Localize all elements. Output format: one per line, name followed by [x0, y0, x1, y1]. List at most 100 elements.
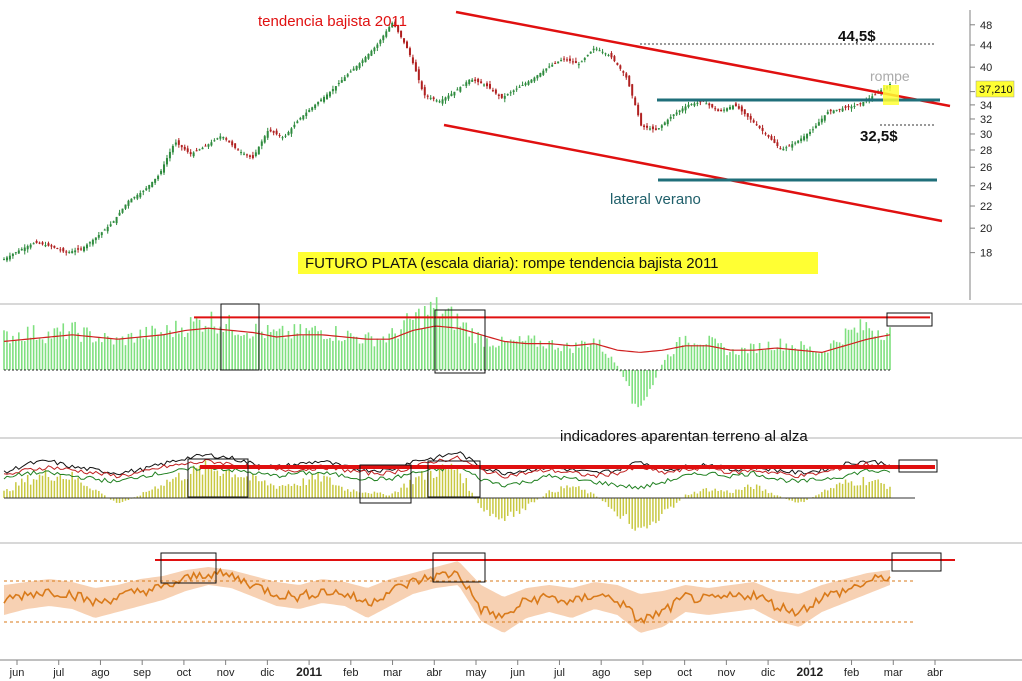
candle-body: [779, 148, 782, 150]
candle-body: [480, 81, 483, 84]
candle-body: [391, 22, 394, 28]
candle-body: [746, 113, 749, 117]
candle-body: [616, 62, 619, 65]
candle-body: [222, 137, 225, 139]
candle-body: [847, 105, 850, 108]
candle-body: [731, 105, 734, 110]
candle-body: [503, 96, 506, 99]
candle-body: [607, 54, 610, 56]
candle-body: [566, 59, 569, 61]
candle-body: [74, 250, 77, 253]
candle-body: [358, 63, 361, 68]
candle-body: [767, 135, 770, 137]
candle-body: [266, 131, 269, 138]
candle-body: [251, 155, 254, 159]
candle-body: [17, 250, 20, 254]
y-tick-label: 18: [980, 248, 992, 260]
candle-body: [216, 138, 219, 140]
candle-body: [568, 58, 571, 61]
candle-body: [811, 129, 814, 131]
candle-body: [343, 77, 346, 81]
candle-body: [672, 114, 675, 117]
candle-body: [160, 170, 163, 174]
candle-body: [408, 48, 411, 56]
candle-body: [325, 94, 328, 100]
candle-body: [491, 90, 494, 92]
y-tick-label: 48: [980, 20, 992, 32]
candle-body: [829, 109, 832, 112]
candle-body: [749, 115, 752, 120]
candle-body: [660, 125, 663, 128]
y-tick-label: 30: [980, 129, 992, 141]
candle-body: [180, 145, 183, 148]
oscillator-panel: [3, 451, 938, 531]
x-tick-label: abr: [927, 667, 943, 679]
highlight-box: [432, 552, 486, 583]
candle-body: [59, 249, 62, 251]
candle-body: [465, 82, 468, 86]
candle-body: [743, 109, 746, 115]
candle-body: [441, 99, 444, 104]
candle-body: [637, 104, 640, 116]
candle-body: [411, 57, 414, 64]
candle-body: [50, 245, 53, 247]
candle-body: [254, 152, 257, 156]
candle-body: [14, 252, 17, 254]
candle-body: [699, 100, 702, 103]
candle-body: [794, 142, 797, 144]
candle-body: [331, 89, 334, 92]
candle-body: [598, 50, 601, 52]
candle-body: [548, 66, 551, 68]
candle-body: [705, 103, 708, 105]
candle-body: [474, 79, 477, 81]
y-tick-label: 22: [980, 201, 992, 213]
candle-body: [240, 152, 243, 154]
candle-body: [328, 92, 331, 97]
candle-body: [494, 89, 497, 94]
y-tick-label: 40: [980, 62, 992, 74]
candle-body: [429, 97, 432, 99]
candle-body: [551, 64, 554, 67]
candle-body: [681, 108, 684, 112]
title-box: [298, 252, 818, 274]
x-tick-label: jun: [9, 667, 25, 679]
candle-body: [435, 100, 438, 102]
candle-body: [456, 89, 459, 91]
candle-body: [382, 35, 385, 41]
candle-body: [80, 248, 83, 250]
rs-line: [3, 567, 891, 625]
candle-body: [163, 164, 166, 173]
highlight-box: [898, 459, 938, 473]
last-price-box: [975, 80, 1015, 98]
candle-body: [245, 154, 248, 156]
candle-body: [675, 112, 678, 115]
candle-body: [500, 93, 503, 98]
candle-body: [453, 91, 456, 96]
candle-body: [740, 106, 743, 112]
candle-body: [284, 135, 287, 137]
candle-body: [471, 79, 474, 82]
candle-body: [622, 71, 625, 73]
candle-body: [272, 130, 275, 133]
candle-body: [726, 108, 729, 111]
candle-body: [577, 64, 580, 66]
candle-body: [62, 248, 65, 252]
candle-body: [20, 248, 23, 251]
candle-body: [711, 104, 714, 108]
candle-body: [71, 251, 74, 254]
candle-body: [773, 139, 776, 143]
relative-strength-panel: [3, 552, 955, 633]
candle-body: [776, 142, 779, 146]
indicators-annotation: indicadores aparentan terreno al alza: [560, 428, 808, 445]
candle-body: [299, 118, 302, 120]
candle-body: [563, 58, 566, 60]
candle-body: [631, 84, 634, 96]
x-tick-label: may: [466, 667, 487, 679]
candle-body: [841, 108, 844, 112]
candle-body: [23, 247, 26, 252]
candle-body: [613, 56, 616, 62]
candle-body: [133, 196, 136, 199]
candle-body: [785, 147, 788, 149]
candle-body: [47, 243, 50, 246]
